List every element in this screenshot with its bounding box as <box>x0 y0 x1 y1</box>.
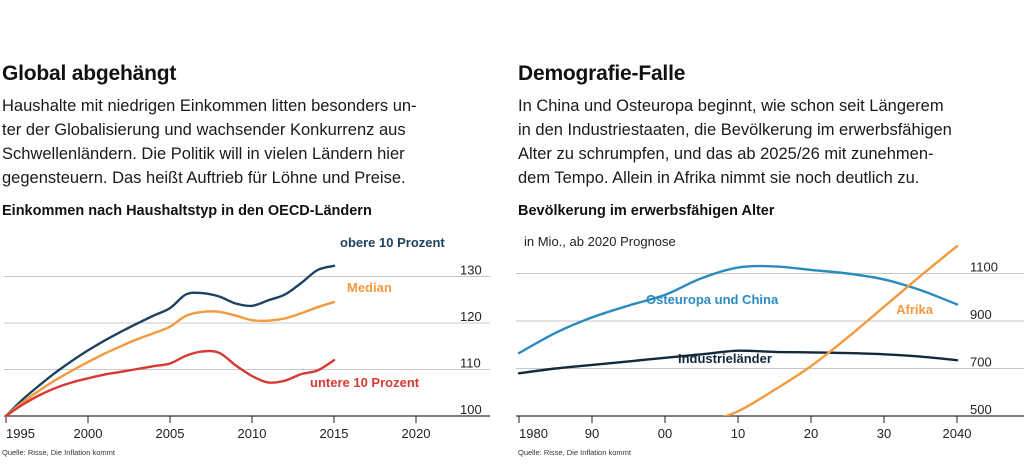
x-tick-label: 2015 <box>320 426 349 441</box>
income-chart: 100 110 120 130 1995 2000 2005 2010 2015 2020 ober… <box>4 235 490 441</box>
y-tick-label: 500 <box>970 402 992 417</box>
series-line <box>517 349 959 375</box>
x-tick-label: 20 <box>804 426 818 441</box>
y-tick-label: 700 <box>970 355 992 370</box>
y-tick-label: 1100 <box>970 260 998 275</box>
y-tick-label: 120 <box>460 309 482 324</box>
series-line <box>4 300 336 418</box>
headline: Global abgehängt <box>2 62 177 85</box>
series-line <box>517 264 959 355</box>
intro-text: Haushalte mit niedrigen Einkommen litten… <box>2 94 482 190</box>
y-tick-label: 100 <box>460 402 482 417</box>
x-tick-label: 00 <box>658 426 672 441</box>
intro-line: In China und Osteuropa beginnt, wie scho… <box>518 97 944 115</box>
series-label: Industrieländer <box>678 351 772 366</box>
panel-global-abgehaengt: Global abgehängt Haushalte mit niedrigen… <box>0 0 490 469</box>
intro-line: Haushalte mit niedrigen Einkommen litten… <box>2 97 417 115</box>
x-tick-label: 2040 <box>943 426 972 441</box>
x-tick-label: 2000 <box>74 426 103 441</box>
x-tick-label: 90 <box>585 426 599 441</box>
series-label: obere 10 Prozent <box>340 235 445 250</box>
x-tick-label: 1995 <box>6 426 35 441</box>
y-tick-label: 130 <box>460 263 482 278</box>
source-note: Quelle: Risse, Die Inflation kommt <box>2 448 115 457</box>
intro-line: Schwellenländern. Die Politik will in vi… <box>2 145 405 163</box>
series-label: Osteuropa und China <box>646 292 779 307</box>
chart-title: Einkommen nach Haushaltstyp in den OECD-… <box>2 203 372 219</box>
intro-line: Alter zu schrumpfen, und das ab 2025/26 … <box>518 145 934 163</box>
intro-line: in den Industriestaaten, die Bevölkerung… <box>518 121 952 139</box>
source-note: Quelle: Risse, Die Inflation kommt <box>518 448 631 457</box>
x-tick-label: 10 <box>731 426 745 441</box>
series-label: Median <box>347 280 392 295</box>
intro-line: gegensteuern. Das heißt Auftrieb für Löh… <box>2 169 406 187</box>
unit-note: in Mio., ab 2020 Prognose <box>524 234 676 249</box>
x-tick-label: 2010 <box>238 426 267 441</box>
population-chart: 500 700 900 1100 1980 90 00 10 20 30 2040 Osteuropa… <box>516 245 1024 441</box>
headline: Demografie-Falle <box>518 62 686 85</box>
y-tick-label: 110 <box>460 356 481 371</box>
chart-title: Bevölkerung im erwerbsfähigen Alter <box>518 203 775 219</box>
series-line <box>722 245 959 416</box>
series-label: Afrika <box>896 302 934 317</box>
intro-text: In China und Osteuropa beginnt, wie scho… <box>518 94 998 190</box>
x-tick-label: 1980 <box>519 426 548 441</box>
y-tick-label: 900 <box>970 307 992 322</box>
x-tick-label: 2005 <box>156 426 185 441</box>
series-label: untere 10 Prozent <box>310 375 420 390</box>
series-line <box>4 349 336 418</box>
intro-line: ter der Globalisierung und wachsender Ko… <box>2 121 406 139</box>
series-line <box>4 264 336 418</box>
x-tick-label: 30 <box>877 426 891 441</box>
panel-demografie-falle: Demografie-Falle In China und Osteuropa … <box>516 0 1024 469</box>
intro-line: dem Tempo. Allein in Afrika nimmt sie no… <box>518 169 920 187</box>
x-tick-label: 2020 <box>402 426 431 441</box>
